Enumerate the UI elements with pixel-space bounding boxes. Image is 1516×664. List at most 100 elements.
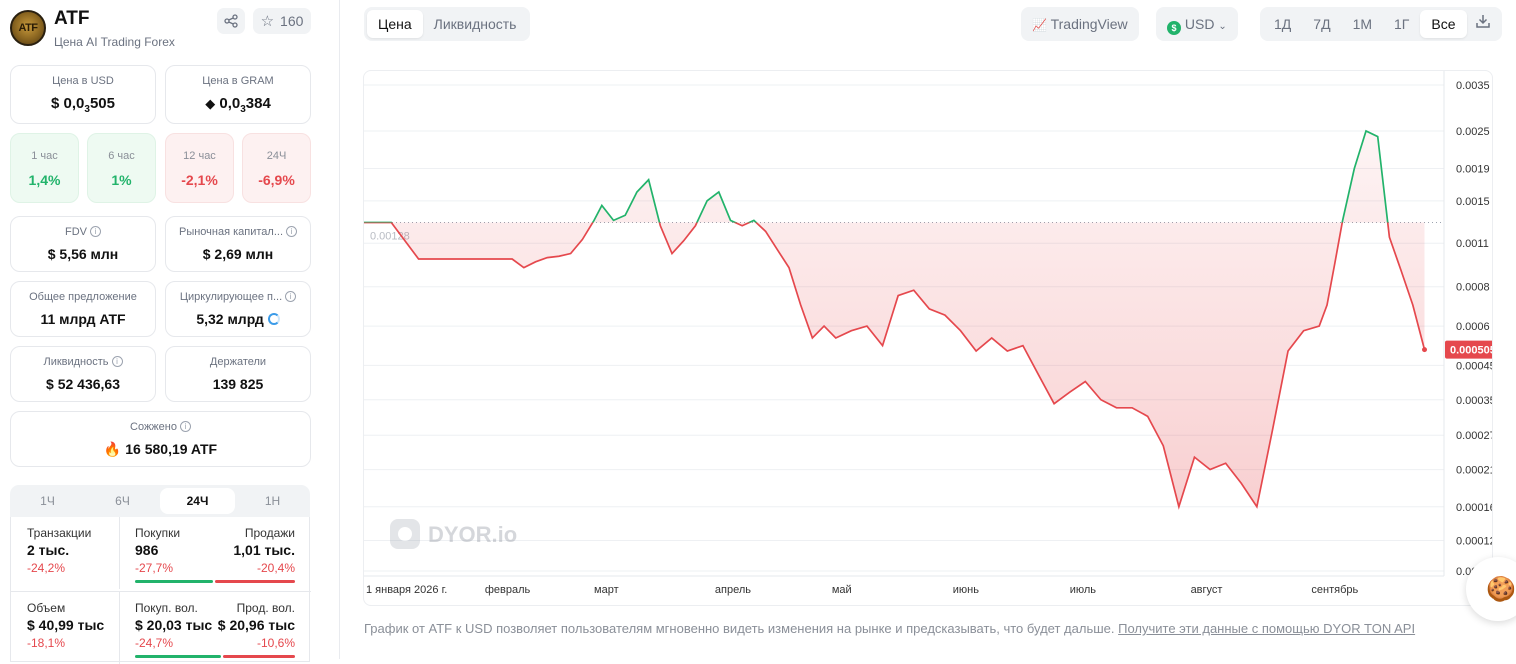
stat-label: Прод. вол. bbox=[236, 601, 295, 615]
price-line bbox=[364, 129, 1428, 510]
y-tick-label: 0.00016 bbox=[1456, 502, 1493, 514]
tradingview-button[interactable]: 📈 TradingView bbox=[1021, 7, 1139, 41]
download-icon bbox=[1475, 15, 1490, 28]
change-6h-label: 6 час bbox=[108, 150, 135, 162]
burned-card: Сожжено i 🔥 16 580,19 ATF bbox=[10, 411, 311, 467]
cookie-button[interactable]: 🍪 bbox=[1466, 557, 1516, 621]
token-name: Цена AI Trading Forex bbox=[54, 35, 175, 49]
stat-sells: Продажи 1,01 тыс. -20,4% bbox=[205, 517, 295, 589]
burned-label-text: Сожжено bbox=[130, 421, 177, 433]
share-button[interactable] bbox=[217, 8, 245, 34]
x-tick-label: август bbox=[1191, 584, 1223, 596]
liquidity-label-text: Ликвидность bbox=[43, 356, 109, 368]
tab-liquidity[interactable]: Ликвидность bbox=[433, 16, 517, 32]
buys-bar bbox=[135, 580, 213, 583]
dyor-text: DYOR.io bbox=[428, 522, 517, 547]
y-tick-label: 0.00045 bbox=[1456, 360, 1493, 372]
stat-buy-volume: Покуп. вол. $ 20,03 тыс -24,7% bbox=[135, 592, 215, 664]
y-tick-label: 0.00027 bbox=[1456, 430, 1493, 442]
range-1d[interactable]: 1Д bbox=[1274, 16, 1292, 32]
y-tick-label: 0.0035 bbox=[1456, 80, 1490, 92]
total-supply-card: Общее предложение 11 млрд ATF bbox=[10, 281, 156, 337]
price-usd-prefix: $ 0,0 bbox=[51, 95, 85, 112]
liquidity-value: $ 52 436,63 bbox=[46, 376, 120, 392]
range-all[interactable]: Все bbox=[1420, 10, 1467, 38]
dyor-logo-icon bbox=[390, 519, 420, 549]
y-tick-label: 0.0015 bbox=[1456, 196, 1490, 208]
sell-volume-bar bbox=[223, 655, 295, 658]
mcap-label: Рыночная капитал... i bbox=[166, 226, 310, 238]
tab-1h[interactable]: 1Ч bbox=[40, 494, 55, 508]
price-gram-zeros: 3 bbox=[240, 104, 246, 115]
stat-change: -24,2% bbox=[27, 561, 66, 575]
info-icon[interactable]: i bbox=[111, 356, 123, 367]
last-point bbox=[1422, 347, 1428, 353]
tab-24h[interactable]: 24Ч bbox=[160, 488, 235, 514]
info-icon[interactable]: i bbox=[286, 226, 298, 237]
change-1h-value: 1,4% bbox=[28, 172, 61, 188]
stat-label: Покупки bbox=[135, 526, 181, 540]
currency-label: $ USD ⌄ bbox=[1159, 10, 1235, 38]
stat-value: 1,01 тыс. bbox=[233, 542, 295, 558]
stats-row-volume: Объем $ 40,99 тыс -18,1% Покуп. вол. $ 2… bbox=[11, 592, 311, 664]
stat-label: Покуп. вол. bbox=[135, 601, 198, 615]
token-sidebar: ATF ATF Цена AI Trading Forex ☆ 160 Цена… bbox=[0, 0, 340, 664]
holders-card[interactable]: Держатели 139 825 bbox=[165, 346, 311, 402]
x-tick-label: сентябрь bbox=[1311, 584, 1358, 596]
y-tick-label: 0.0006 bbox=[1456, 321, 1490, 333]
info-icon[interactable]: i bbox=[90, 226, 101, 237]
fdv-label: FDV i bbox=[11, 226, 155, 238]
chart-panel: Цена Ликвидность 📈 TradingView $ USD ⌄ 1… bbox=[340, 0, 1516, 659]
stat-value: $ 20,03 тыс bbox=[135, 617, 213, 633]
price-usd-card: Цена в USD $ 0,03505 bbox=[10, 65, 156, 124]
fdv-value: $ 5,56 млн bbox=[47, 246, 119, 262]
chart-svg: 0.00128 DYOR.io 0.00350.00250.00190.0015… bbox=[364, 71, 1493, 596]
line-chart-icon: 📈 bbox=[1032, 18, 1047, 32]
price-usd-digits: 505 bbox=[89, 95, 115, 112]
divider bbox=[119, 592, 120, 664]
price-usd-label: Цена в USD bbox=[52, 75, 114, 87]
stat-sell-volume: Прод. вол. $ 20,96 тыс -10,6% bbox=[205, 592, 295, 664]
x-tick-label: май bbox=[832, 584, 852, 596]
x-tick-label: июль bbox=[1070, 584, 1097, 596]
price-gram-value: ◆ 0,03384 bbox=[166, 95, 310, 115]
footer-text: График от ATF к USD позволяет пользовате… bbox=[364, 621, 1115, 636]
price-usd-value: $ 0,03505 bbox=[11, 95, 155, 115]
last-price-label: 0.000505 bbox=[1450, 345, 1493, 357]
range-1y[interactable]: 1Г bbox=[1394, 16, 1410, 32]
info-icon[interactable]: i bbox=[285, 291, 297, 302]
gram-icon: ◆ bbox=[205, 96, 216, 111]
price-chart[interactable]: 0.00128 DYOR.io 0.0035 0.0025 0.0019 0.0015… bbox=[363, 70, 1493, 606]
tab-price[interactable]: Цена bbox=[367, 10, 423, 38]
burned-label: Сожжено i bbox=[11, 421, 310, 433]
footer-link[interactable]: Получите эти данные с помощью DYOR TON A… bbox=[1118, 621, 1416, 636]
change-12h: 12 час -2,1% bbox=[165, 133, 234, 203]
range-switch: 1Д 7Д 1М 1Г Все bbox=[1260, 7, 1502, 41]
tab-1w[interactable]: 1Н bbox=[264, 494, 281, 508]
total-supply-value: 11 млрд ATF bbox=[40, 311, 126, 327]
info-icon[interactable]: i bbox=[179, 421, 191, 432]
trade-stats: Транзакции 2 тыс. -24,2% Покупки 986 -27… bbox=[10, 517, 311, 664]
total-supply-label: Общее предложение bbox=[29, 291, 137, 303]
change-6h-value: 1% bbox=[111, 172, 132, 188]
liquidity-label: Ликвидность i bbox=[11, 356, 155, 368]
change-12h-label: 12 час bbox=[183, 150, 216, 162]
price-gram-digits: 384 bbox=[245, 95, 271, 112]
favorite-button[interactable]: ☆ 160 bbox=[253, 8, 311, 34]
tab-6h[interactable]: 6Ч bbox=[115, 494, 130, 508]
range-1m[interactable]: 1М bbox=[1352, 16, 1373, 32]
liquidity-card: Ликвидность i $ 52 436,63 bbox=[10, 346, 156, 402]
mcap-label-text: Рыночная капитал... bbox=[178, 226, 284, 238]
fdv-card: FDV i $ 5,56 млн bbox=[10, 216, 156, 272]
circ-supply-label-text: Циркулирующее п... bbox=[179, 291, 283, 303]
range-7d[interactable]: 7Д bbox=[1313, 16, 1331, 32]
stats-row-transactions: Транзакции 2 тыс. -24,2% Покупки 986 -27… bbox=[11, 517, 311, 589]
price-gram-label: Цена в GRAM bbox=[202, 75, 274, 87]
circ-supply-text: 5,32 млрд bbox=[196, 311, 264, 327]
currency-select[interactable]: $ USD ⌄ bbox=[1156, 7, 1238, 41]
stat-change: -10,6% bbox=[256, 636, 295, 650]
stat-label: Объем bbox=[27, 601, 66, 615]
fire-icon: 🔥 bbox=[103, 441, 122, 457]
y-axis: 0.0035 0.0025 0.0019 0.0015 0.0011 0.0008 0.00… bbox=[1443, 71, 1493, 578]
download-button[interactable] bbox=[1467, 10, 1499, 38]
